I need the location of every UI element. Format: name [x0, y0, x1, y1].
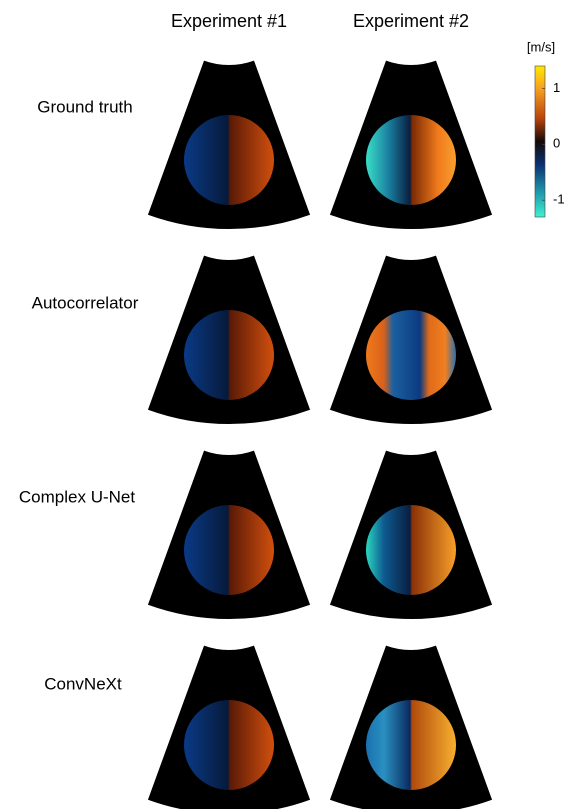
row-label: Ground truth — [37, 97, 132, 116]
flow-region — [184, 700, 274, 790]
flow-region — [184, 505, 274, 595]
flow-region — [366, 505, 456, 595]
colorbar-tick-label: 1 — [553, 80, 560, 95]
column-header: Experiment #1 — [171, 11, 287, 31]
flow-region — [184, 310, 274, 400]
flow-region — [366, 115, 456, 205]
colorbar-tick-label: -1 — [553, 192, 564, 207]
row-label: Complex U-Net — [19, 487, 135, 506]
colorbar — [534, 65, 546, 218]
column-header: Experiment #2 — [353, 11, 469, 31]
flow-region — [366, 310, 456, 400]
colorbar-unit: [m/s] — [527, 39, 555, 54]
flow-region — [184, 115, 274, 205]
flow-region — [366, 700, 456, 790]
row-label: ConvNeXt — [44, 674, 122, 693]
row-label: Autocorrelator — [32, 293, 139, 312]
colorbar-tick-label: 0 — [553, 136, 560, 151]
